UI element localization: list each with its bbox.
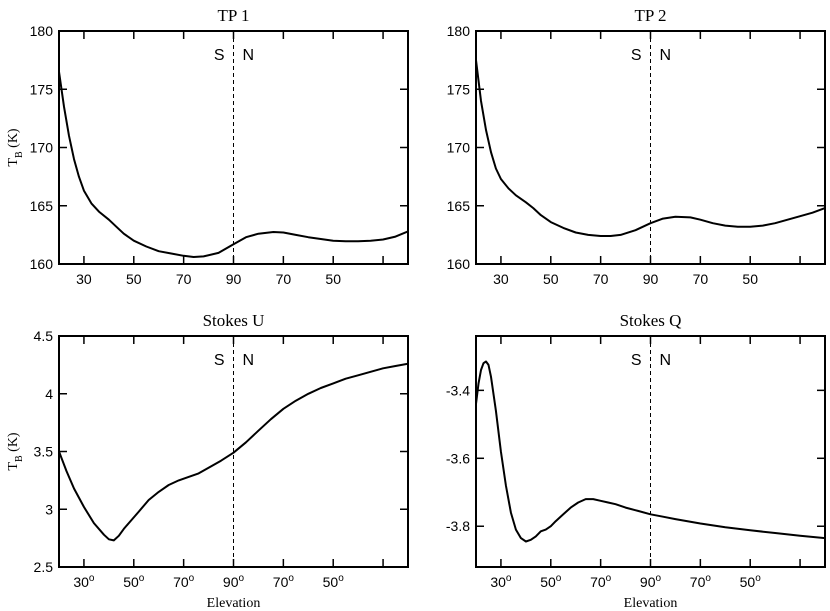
y-tick-label: 170 bbox=[30, 140, 54, 156]
x-tick-label: 70 bbox=[693, 271, 709, 287]
chart-panel-3: Stokes U S N 2.5 3 3.5 4 4.5 30o 50o 70o 90o 70o 50o T… bbox=[6, 311, 409, 611]
x-tick-label: 50 bbox=[126, 271, 142, 287]
y-tick-label: 160 bbox=[447, 256, 471, 272]
x-tick-label: 70 bbox=[593, 271, 609, 287]
x-tick-label: 50 bbox=[543, 271, 559, 287]
y-tick-label: 4 bbox=[45, 386, 53, 402]
divider-label-south: S bbox=[214, 47, 225, 64]
divider-label-north: N bbox=[660, 47, 672, 64]
y-tick-label: 180 bbox=[447, 23, 471, 39]
x-tick-label: 50 bbox=[325, 271, 341, 287]
x-tick-label: 30o bbox=[73, 573, 95, 590]
x-tick-label: 70o bbox=[173, 573, 195, 590]
x-tick-label: 70o bbox=[590, 573, 612, 590]
x-tick-label: 90 bbox=[643, 271, 659, 287]
x-tick-label: 90o bbox=[640, 573, 662, 590]
chart-title: Stokes U bbox=[203, 311, 265, 330]
divider-label-north: N bbox=[243, 47, 255, 64]
y-tick-label: -3.8 bbox=[446, 518, 470, 534]
x-tick-label: 30 bbox=[76, 271, 92, 287]
x-tick-label: 70o bbox=[690, 573, 712, 590]
y-tick-label: 170 bbox=[447, 140, 471, 156]
series-line bbox=[59, 362, 408, 542]
chart-title: Stokes Q bbox=[620, 311, 682, 330]
y-tick-label: 3.5 bbox=[34, 444, 54, 460]
y-tick-label: 180 bbox=[30, 23, 54, 39]
y-axis-label: TB (K) bbox=[6, 128, 25, 167]
divider-label-north: N bbox=[660, 352, 672, 369]
x-tick-label: 90o bbox=[223, 573, 245, 590]
y-tick-label: 175 bbox=[447, 81, 471, 97]
y-tick-label: 4.5 bbox=[34, 328, 54, 344]
y-tick-label: 165 bbox=[30, 198, 54, 214]
x-tick-label: 50o bbox=[540, 573, 562, 590]
chart-panel-2: TP 2 S N 160 165 170 175 180 30 50 70 90 70 50 bbox=[447, 6, 826, 287]
x-tick-label: 50o bbox=[740, 573, 762, 590]
divider-label-south: S bbox=[214, 352, 225, 369]
series-line bbox=[476, 360, 825, 543]
x-tick-label: 70 bbox=[176, 271, 192, 287]
series-line bbox=[59, 71, 408, 258]
divider-label-south: S bbox=[631, 352, 642, 369]
x-tick-label: 70 bbox=[276, 271, 292, 287]
x-tick-label: 30 bbox=[493, 271, 509, 287]
chart-title: TP 2 bbox=[635, 6, 667, 25]
chart-panel-4: Stokes Q S N -3.4 -3.6 -3.8 30o 50o 70o 90o 70o 50o… bbox=[446, 311, 826, 611]
y-axis-label: TB (K) bbox=[6, 432, 25, 471]
y-tick-label: 3 bbox=[45, 501, 53, 517]
x-tick-label: 50o bbox=[323, 573, 345, 590]
y-tick-label: 2.5 bbox=[34, 559, 54, 575]
x-tick-label: 70o bbox=[273, 573, 295, 590]
divider-label-north: N bbox=[243, 352, 255, 369]
x-tick-label: 50 bbox=[742, 271, 758, 287]
series-line bbox=[476, 59, 825, 237]
x-tick-label: 30o bbox=[490, 573, 512, 590]
x-axis-label: Elevation bbox=[624, 596, 678, 611]
y-tick-label: -3.6 bbox=[446, 450, 470, 466]
y-tick-label: 165 bbox=[447, 198, 471, 214]
y-tick-label: 175 bbox=[30, 81, 54, 97]
y-tick-label: -3.4 bbox=[446, 382, 470, 398]
x-tick-label: 50o bbox=[123, 573, 145, 590]
y-tick-label: 160 bbox=[30, 256, 54, 272]
x-axis-label: Elevation bbox=[207, 596, 261, 611]
chart-title: TP 1 bbox=[218, 6, 250, 25]
x-tick-label: 90 bbox=[226, 271, 242, 287]
divider-label-south: S bbox=[631, 47, 642, 64]
chart-panel-1: TP 1 S N 160 165 170 175 180 30 50 70 90 70 50 TB (K) bbox=[6, 6, 409, 287]
